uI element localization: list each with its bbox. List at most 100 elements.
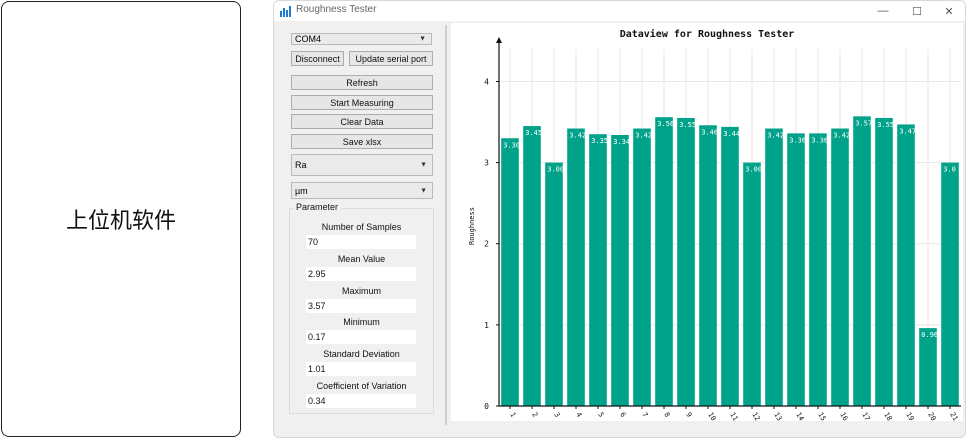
panel-divider[interactable] [445, 25, 447, 425]
window-title: Roughness Tester [296, 4, 377, 15]
bar-value-label: 3.42 [767, 132, 784, 140]
bar-value-label: 3.55 [679, 121, 696, 129]
bar-value-label: 3.57 [855, 119, 872, 127]
bar-value-label: 3.42 [635, 132, 652, 140]
y-tick-label: 4 [484, 77, 489, 86]
chevron-down-icon: ▼ [419, 35, 426, 43]
param-label-mean: Mean Value [337, 254, 386, 264]
x-tick-label: 11 [728, 411, 739, 421]
param-value-mean: 2.95 [306, 267, 416, 281]
bar-value-label: 3.30 [503, 141, 520, 149]
bar [831, 128, 849, 406]
serial-port-value: COM4 [295, 34, 322, 44]
bar [853, 116, 871, 406]
refresh-button[interactable]: Refresh [291, 75, 433, 90]
bar-value-label: 3.36 [811, 136, 828, 144]
bar [523, 126, 541, 407]
param-value-cv: 0.34 [306, 394, 416, 408]
param-value-samples: 70 [306, 235, 416, 249]
x-tick-label: 5 [596, 411, 605, 419]
parameter-type-value: Ra [295, 160, 307, 170]
left-card: 上位机软件 [1, 1, 241, 437]
bar-chart: 3.3013.4523.0033.4243.3553.3463.4273.568… [484, 37, 961, 421]
bar [501, 138, 519, 406]
bar [919, 328, 937, 406]
x-tick-label: 15 [816, 411, 827, 421]
bar-value-label: 3.34 [613, 138, 630, 146]
bar [765, 128, 783, 406]
serial-port-select[interactable]: COM4 ▼ [291, 33, 432, 45]
param-label-std-dev: Standard Deviation [323, 349, 400, 359]
parameter-group-title: Parameter [293, 202, 342, 212]
bar [743, 162, 761, 406]
bar [655, 117, 673, 407]
start-measuring-button[interactable]: Start Measuring [291, 95, 433, 110]
bar-value-label: 3.36 [789, 136, 806, 144]
bar [787, 133, 805, 406]
param-value-std-dev: 1.01 [306, 362, 416, 376]
bar [809, 133, 827, 406]
parameter-group [289, 208, 434, 414]
title-bar: Roughness Tester — ☐ ✕ [274, 1, 965, 21]
save-xlsx-button[interactable]: Save xlsx [291, 134, 433, 149]
x-tick-label: 21 [948, 411, 959, 421]
bar-value-label: 3.56 [657, 120, 674, 128]
bar-value-label: 0.96 [921, 331, 938, 339]
bar [677, 117, 695, 406]
bar [699, 125, 717, 406]
param-label-maximum: Maximum [341, 286, 381, 296]
chevron-down-icon: ▼ [420, 187, 427, 194]
disconnect-button[interactable]: Disconnect [291, 51, 344, 66]
param-label-cv: Coefficient of Variation [316, 381, 407, 391]
x-tick-label: 1 [508, 411, 517, 419]
bar-value-label: 3.46 [701, 128, 718, 136]
x-tick-label: 20 [926, 411, 937, 421]
y-tick-label: 2 [484, 240, 489, 249]
bar-value-label: 3.42 [833, 132, 850, 140]
bar-value-label: 3.00 [547, 166, 564, 174]
bar [611, 135, 629, 406]
bar-value-label: 3.00 [745, 166, 762, 174]
y-axis-arrow [496, 37, 502, 43]
maximize-icon[interactable]: ☐ [912, 5, 922, 18]
x-tick-label: 17 [860, 411, 871, 421]
bar [633, 128, 651, 406]
param-value-maximum: 3.57 [306, 299, 416, 313]
chart-title: Dataview for Roughness Tester [619, 29, 795, 40]
param-label-minimum: Minimum [343, 317, 380, 327]
app-window: Roughness Tester — ☐ ✕ COM4 ▼ Disconnect… [273, 0, 966, 438]
x-tick-label: 6 [618, 411, 627, 419]
x-tick-label: 2 [530, 411, 539, 419]
unit-select[interactable]: µm ▼ [291, 182, 433, 199]
x-tick-label: 8 [662, 411, 671, 419]
close-icon[interactable]: ✕ [944, 5, 954, 18]
bar [589, 134, 607, 406]
bar [545, 162, 563, 406]
x-tick-label: 9 [684, 411, 693, 419]
parameter-type-select[interactable]: Ra ▼ [291, 154, 433, 176]
bar-value-label: 3.47 [899, 127, 916, 135]
bar [567, 128, 585, 406]
y-tick-label: 3 [484, 159, 489, 168]
bar-value-label: 3.44 [723, 130, 740, 138]
bar-value-label: 3.0 [943, 166, 956, 174]
clear-data-button[interactable]: Clear Data [291, 114, 433, 129]
x-tick-label: 14 [794, 411, 805, 421]
update-serial-port-button[interactable]: Update serial port [349, 51, 433, 66]
x-tick-label: 18 [882, 411, 893, 421]
left-card-label: 上位机软件 [65, 209, 176, 234]
bar-value-label: 3.55 [877, 121, 894, 129]
y-tick-label: 1 [484, 321, 489, 330]
bar [875, 117, 893, 406]
bar-value-label: 3.42 [569, 132, 586, 140]
x-tick-label: 12 [750, 411, 761, 421]
param-label-samples: Number of Samples [321, 222, 402, 232]
bar-value-label: 3.35 [591, 137, 608, 145]
minimize-icon[interactable]: — [877, 5, 889, 17]
unit-value: µm [295, 185, 308, 196]
y-tick-label: 0 [484, 402, 489, 411]
bar [941, 162, 959, 406]
x-tick-label: 7 [640, 411, 649, 419]
x-tick-label: 16 [838, 411, 849, 421]
x-tick-label: 19 [904, 411, 915, 421]
